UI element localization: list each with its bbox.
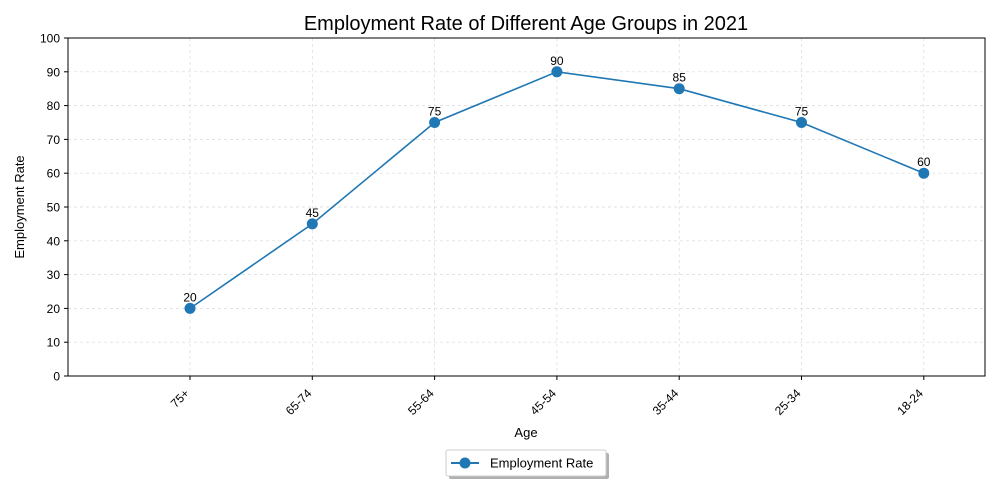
y-tick-label: 20: [47, 302, 61, 316]
y-tick-label: 70: [47, 133, 61, 147]
data-label: 45: [306, 206, 320, 220]
data-point: [306, 218, 318, 230]
data-point: [918, 167, 930, 179]
y-tick-label: 0: [53, 370, 60, 384]
data-label: 60: [917, 155, 931, 169]
x-tick-label: 25-34: [772, 386, 804, 418]
legend: Employment Rate: [445, 449, 609, 479]
x-tick-label: 65-74: [283, 386, 315, 418]
x-tick-label: 18-24: [894, 386, 926, 418]
data-point: [184, 302, 196, 314]
y-tick-label: 50: [47, 201, 61, 215]
y-tick-label: 40: [47, 234, 61, 248]
y-tick-label: 80: [47, 99, 61, 113]
y-tick-label: 60: [47, 167, 61, 181]
data-label: 75: [795, 105, 809, 119]
x-tick-label: 75+: [168, 386, 192, 410]
x-tick-label: 45-54: [527, 386, 559, 418]
y-tick-label: 30: [47, 268, 61, 282]
data-point: [551, 66, 563, 78]
x-tick-label: 55-64: [405, 386, 437, 418]
series-group: 20 45 75 90 85 75 60: [183, 54, 931, 314]
grid: [68, 37, 985, 377]
y-tick-label: 90: [47, 65, 61, 79]
data-label: 20: [183, 290, 197, 304]
legend-box: [445, 449, 607, 477]
data-point: [429, 117, 441, 128]
data-point: [673, 83, 685, 95]
x-axis-label: Age: [514, 425, 537, 440]
x-tick-label: 35-44: [650, 386, 682, 418]
y-axis-label: Employment Rate: [12, 155, 27, 258]
data-label: 75: [428, 105, 442, 119]
x-axis: 75+ 65-74 55-64 45-54 35-44 25-34 18-24: [168, 376, 926, 418]
data-label: 85: [673, 71, 687, 85]
data-point: [796, 117, 807, 128]
data-label: 90: [550, 54, 564, 68]
y-tick-label: 100: [40, 32, 60, 46]
legend-point-marker: [459, 457, 471, 469]
y-tick-label: 10: [47, 336, 61, 350]
y-axis: 0 10 20 30 40 50 60 70 80 90 100: [40, 32, 68, 384]
legend-label: Employment Rate: [490, 456, 593, 471]
chart-title: Employment Rate of Different Age Groups …: [304, 13, 748, 35]
